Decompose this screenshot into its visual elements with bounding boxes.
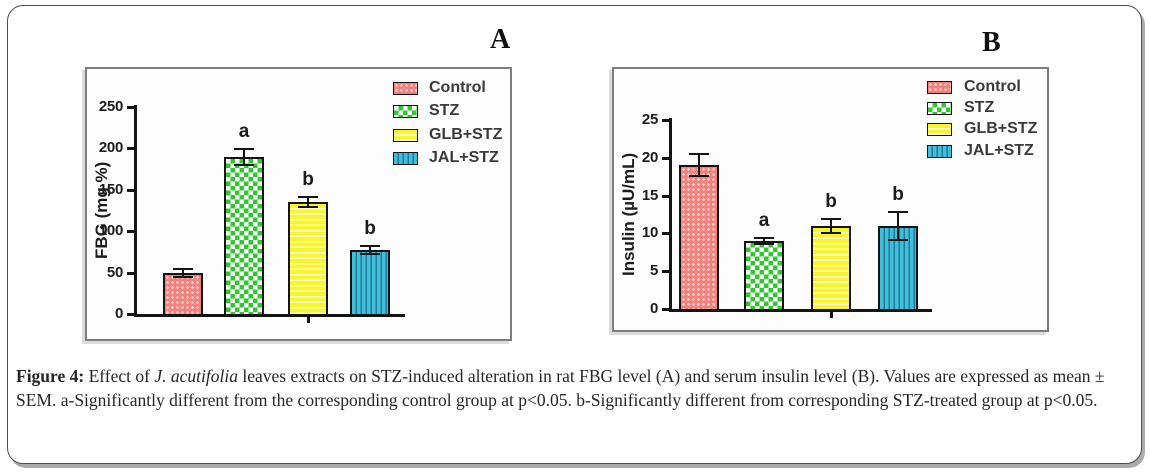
figure-caption: Figure 4: Effect of J. acutifolia leaves… [16, 364, 1136, 412]
significance-label-jal-stz: b [892, 183, 904, 205]
y-tick-label: 0 [114, 305, 123, 322]
y-tick [127, 106, 134, 109]
y-tick-label: 15 [641, 186, 658, 204]
legend-label-stz: STZ [429, 102, 460, 119]
caption-text-1: Effect of [84, 366, 155, 386]
legend-swatch-stz [393, 105, 418, 118]
y-tick [662, 194, 669, 198]
bar-stz [744, 240, 784, 309]
legend-swatch-jal-stz [393, 152, 418, 165]
error-bar-glb-stz [298, 196, 318, 208]
error-bar-jal-stz [360, 245, 380, 256]
legend-label-control: Control [429, 79, 486, 96]
error-bar-control [173, 267, 193, 278]
legend-label-jal-stz: JAL+STZ [964, 142, 1034, 159]
error-bar-control [689, 153, 709, 178]
y-tick [662, 156, 669, 160]
x-tick [830, 312, 833, 318]
y-axis [134, 105, 137, 317]
error-bar-glb-stz [821, 217, 841, 235]
chart-panel-insulin: Insulin (µU/mL) 0 5 10 15 20 25 a b b Control STZ GL… [612, 67, 1049, 332]
y-tick-label: 25 [641, 111, 658, 128]
y-axis [669, 118, 672, 312]
bar-glb-stz [811, 225, 851, 309]
panel-a-label: A [490, 24, 511, 55]
significance-label-glb-stz: b [302, 169, 314, 191]
y-tick [127, 271, 134, 275]
caption-figure-number: Figure 4: [16, 366, 85, 386]
y-tick [662, 270, 669, 274]
significance-label-jal-stz: b [364, 218, 376, 240]
y-tick [662, 119, 669, 122]
x-axis [669, 309, 932, 312]
y-tick [127, 313, 134, 316]
y-tick-label: 250 [98, 98, 123, 115]
error-bar-stz [754, 237, 774, 245]
y-tick-label: 200 [98, 139, 123, 157]
y-tick [662, 232, 669, 236]
y-tick [127, 188, 134, 192]
panel-b-label: B [982, 27, 1001, 58]
legend-swatch-glb-stz [393, 129, 418, 142]
bar-jal-stz [350, 250, 390, 314]
y-tick-label: 0 [649, 300, 658, 317]
y-tick-label: 20 [641, 148, 658, 166]
legend-label-stz: STZ [964, 99, 995, 116]
legend-label-glb-stz: GLB+STZ [429, 126, 503, 143]
error-bar-stz [234, 147, 254, 166]
chart-panel-fbg: FBG (mg %) 0 50 100 150 200 250 a b b Control STZ GL… [85, 67, 512, 341]
caption-text-2: leaves extracts on STZ-induced alteratio… [16, 366, 1105, 410]
bar-stz [224, 156, 264, 314]
significance-label-stz: a [758, 210, 770, 232]
significance-label-glb-stz: b [825, 190, 837, 212]
caption-species-name: J. acutifolia [154, 366, 238, 386]
bar-glb-stz [288, 202, 328, 314]
bar-control [163, 272, 203, 314]
y-tick [127, 147, 134, 151]
legend-swatch-control [927, 81, 952, 94]
y-tick-label: 5 [649, 262, 658, 280]
legend-swatch-glb-stz [927, 123, 952, 136]
legend-swatch-stz [927, 102, 952, 115]
error-bar-jal-stz [888, 210, 908, 241]
significance-label-stz: a [238, 120, 250, 142]
legend-swatch-jal-stz [927, 145, 952, 158]
bar-control [679, 165, 719, 309]
y-tick [127, 230, 134, 234]
x-axis [134, 314, 405, 317]
y-tick-label: 100 [98, 222, 123, 240]
legend-label-glb-stz: GLB+STZ [964, 120, 1038, 137]
y-tick-label: 50 [106, 263, 123, 281]
y-tick-label: 10 [641, 224, 658, 242]
y-tick [662, 308, 669, 311]
legend-label-control: Control [964, 78, 1021, 95]
x-tick [307, 317, 310, 323]
legend-label-jal-stz: JAL+STZ [429, 149, 499, 166]
legend-swatch-control [393, 82, 418, 95]
y-tick-label: 150 [98, 180, 123, 198]
y-axis-title: FBG (mg %) [92, 161, 111, 260]
